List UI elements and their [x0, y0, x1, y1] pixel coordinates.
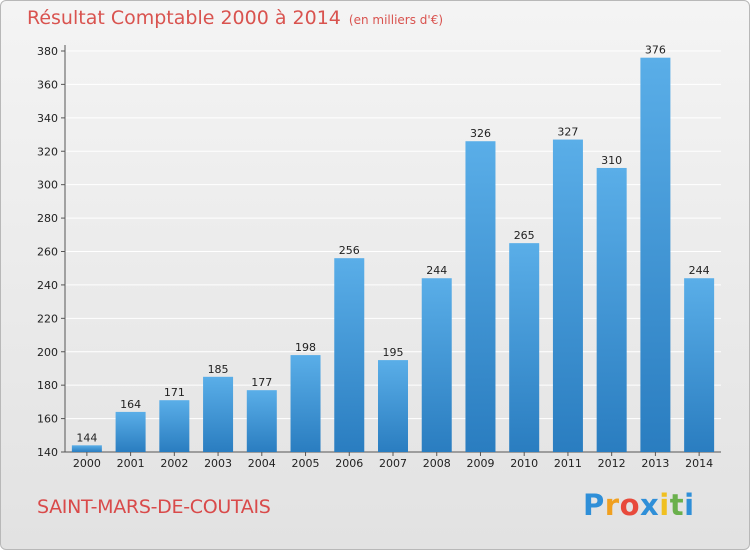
y-tick-label: 240 — [37, 279, 58, 292]
bar-2002 — [159, 400, 190, 452]
value-label: 177 — [251, 376, 272, 389]
y-tick-label: 360 — [37, 78, 58, 91]
bar-2004 — [246, 390, 277, 452]
y-tick-label: 280 — [37, 212, 58, 225]
chart-subtitle: (en milliers d'€) — [348, 13, 444, 27]
value-label: 195 — [383, 346, 404, 359]
x-tick-label: 2014 — [685, 457, 713, 470]
y-tick-label: 300 — [37, 179, 58, 192]
y-tick-label: 380 — [37, 45, 58, 58]
logo-letter: x — [640, 488, 660, 522]
value-label: 171 — [164, 386, 185, 399]
logo-letter: t — [669, 488, 685, 522]
bar-2006 — [334, 258, 365, 452]
bar-2011 — [552, 139, 583, 452]
bar-2010 — [509, 243, 540, 452]
bar-2003 — [203, 376, 234, 452]
x-tick-label: 2009 — [466, 457, 494, 470]
value-label: 256 — [339, 244, 360, 257]
bar-2001 — [115, 411, 146, 452]
x-tick-label: 2006 — [335, 457, 363, 470]
y-tick-label: 200 — [37, 346, 58, 359]
chart-title: Résultat Comptable 2000 à 2014 (en millie… — [27, 7, 443, 29]
chart-title-text: Résultat Comptable 2000 à 2014 — [27, 7, 341, 29]
bar-2014 — [684, 278, 715, 452]
logo-letter: i — [659, 488, 670, 522]
value-label: 144 — [76, 431, 97, 444]
data-labels: 144 164 171 185 177 198 256 195 244 326 265 327 310 3… — [76, 44, 709, 445]
bar-2005 — [290, 355, 321, 452]
x-tick-label: 2000 — [73, 457, 101, 470]
x-tick-label: 2001 — [117, 457, 145, 470]
x-tick-label: 2010 — [510, 457, 538, 470]
value-label: 310 — [601, 154, 622, 167]
value-label: 198 — [295, 341, 316, 354]
x-tick-label: 2003 — [204, 457, 232, 470]
y-tick-label: 320 — [37, 145, 58, 158]
value-label: 185 — [208, 363, 229, 376]
bar-2009 — [465, 141, 496, 452]
x-tick-label: 2007 — [379, 457, 407, 470]
y-tick-label: 160 — [37, 413, 58, 426]
proxiti-logo: Proxiti — [583, 488, 695, 522]
logo-letter: r — [604, 488, 620, 522]
y-tick-label: 340 — [37, 112, 58, 125]
commune-name: SAINT-MARS-DE-COUTAIS — [37, 496, 271, 518]
y-tick-label: 260 — [37, 246, 58, 259]
value-label: 265 — [514, 229, 535, 242]
y-tick-label: 220 — [37, 312, 58, 325]
axes: 140 160 180 200 220 240 260 280 300 320 340 360 380 2… — [37, 45, 721, 470]
bar-2013 — [640, 57, 671, 452]
bar-2007 — [378, 360, 408, 452]
value-label: 327 — [557, 126, 578, 139]
x-tick-label: 2002 — [160, 457, 188, 470]
logo-letter: o — [619, 488, 641, 522]
y-tick-label: 140 — [37, 446, 58, 459]
logo-letter: i — [684, 488, 695, 522]
x-tick-label: 2012 — [598, 457, 626, 470]
x-tick-label: 2004 — [248, 457, 276, 470]
value-label: 164 — [120, 398, 141, 411]
bar-2000 — [71, 445, 102, 452]
value-label: 376 — [645, 44, 666, 57]
y-tick-label: 180 — [37, 379, 58, 392]
bar-2008 — [421, 278, 452, 452]
x-tick-label: 2005 — [292, 457, 320, 470]
bar-2012 — [596, 167, 627, 453]
value-label: 244 — [426, 264, 447, 277]
x-tick-label: 2011 — [554, 457, 582, 470]
logo-letter: P — [583, 488, 605, 522]
x-tick-label: 2008 — [423, 457, 451, 470]
value-label: 244 — [689, 264, 710, 277]
x-tick-label: 2013 — [641, 457, 669, 470]
value-label: 326 — [470, 127, 491, 140]
bars — [71, 57, 715, 453]
